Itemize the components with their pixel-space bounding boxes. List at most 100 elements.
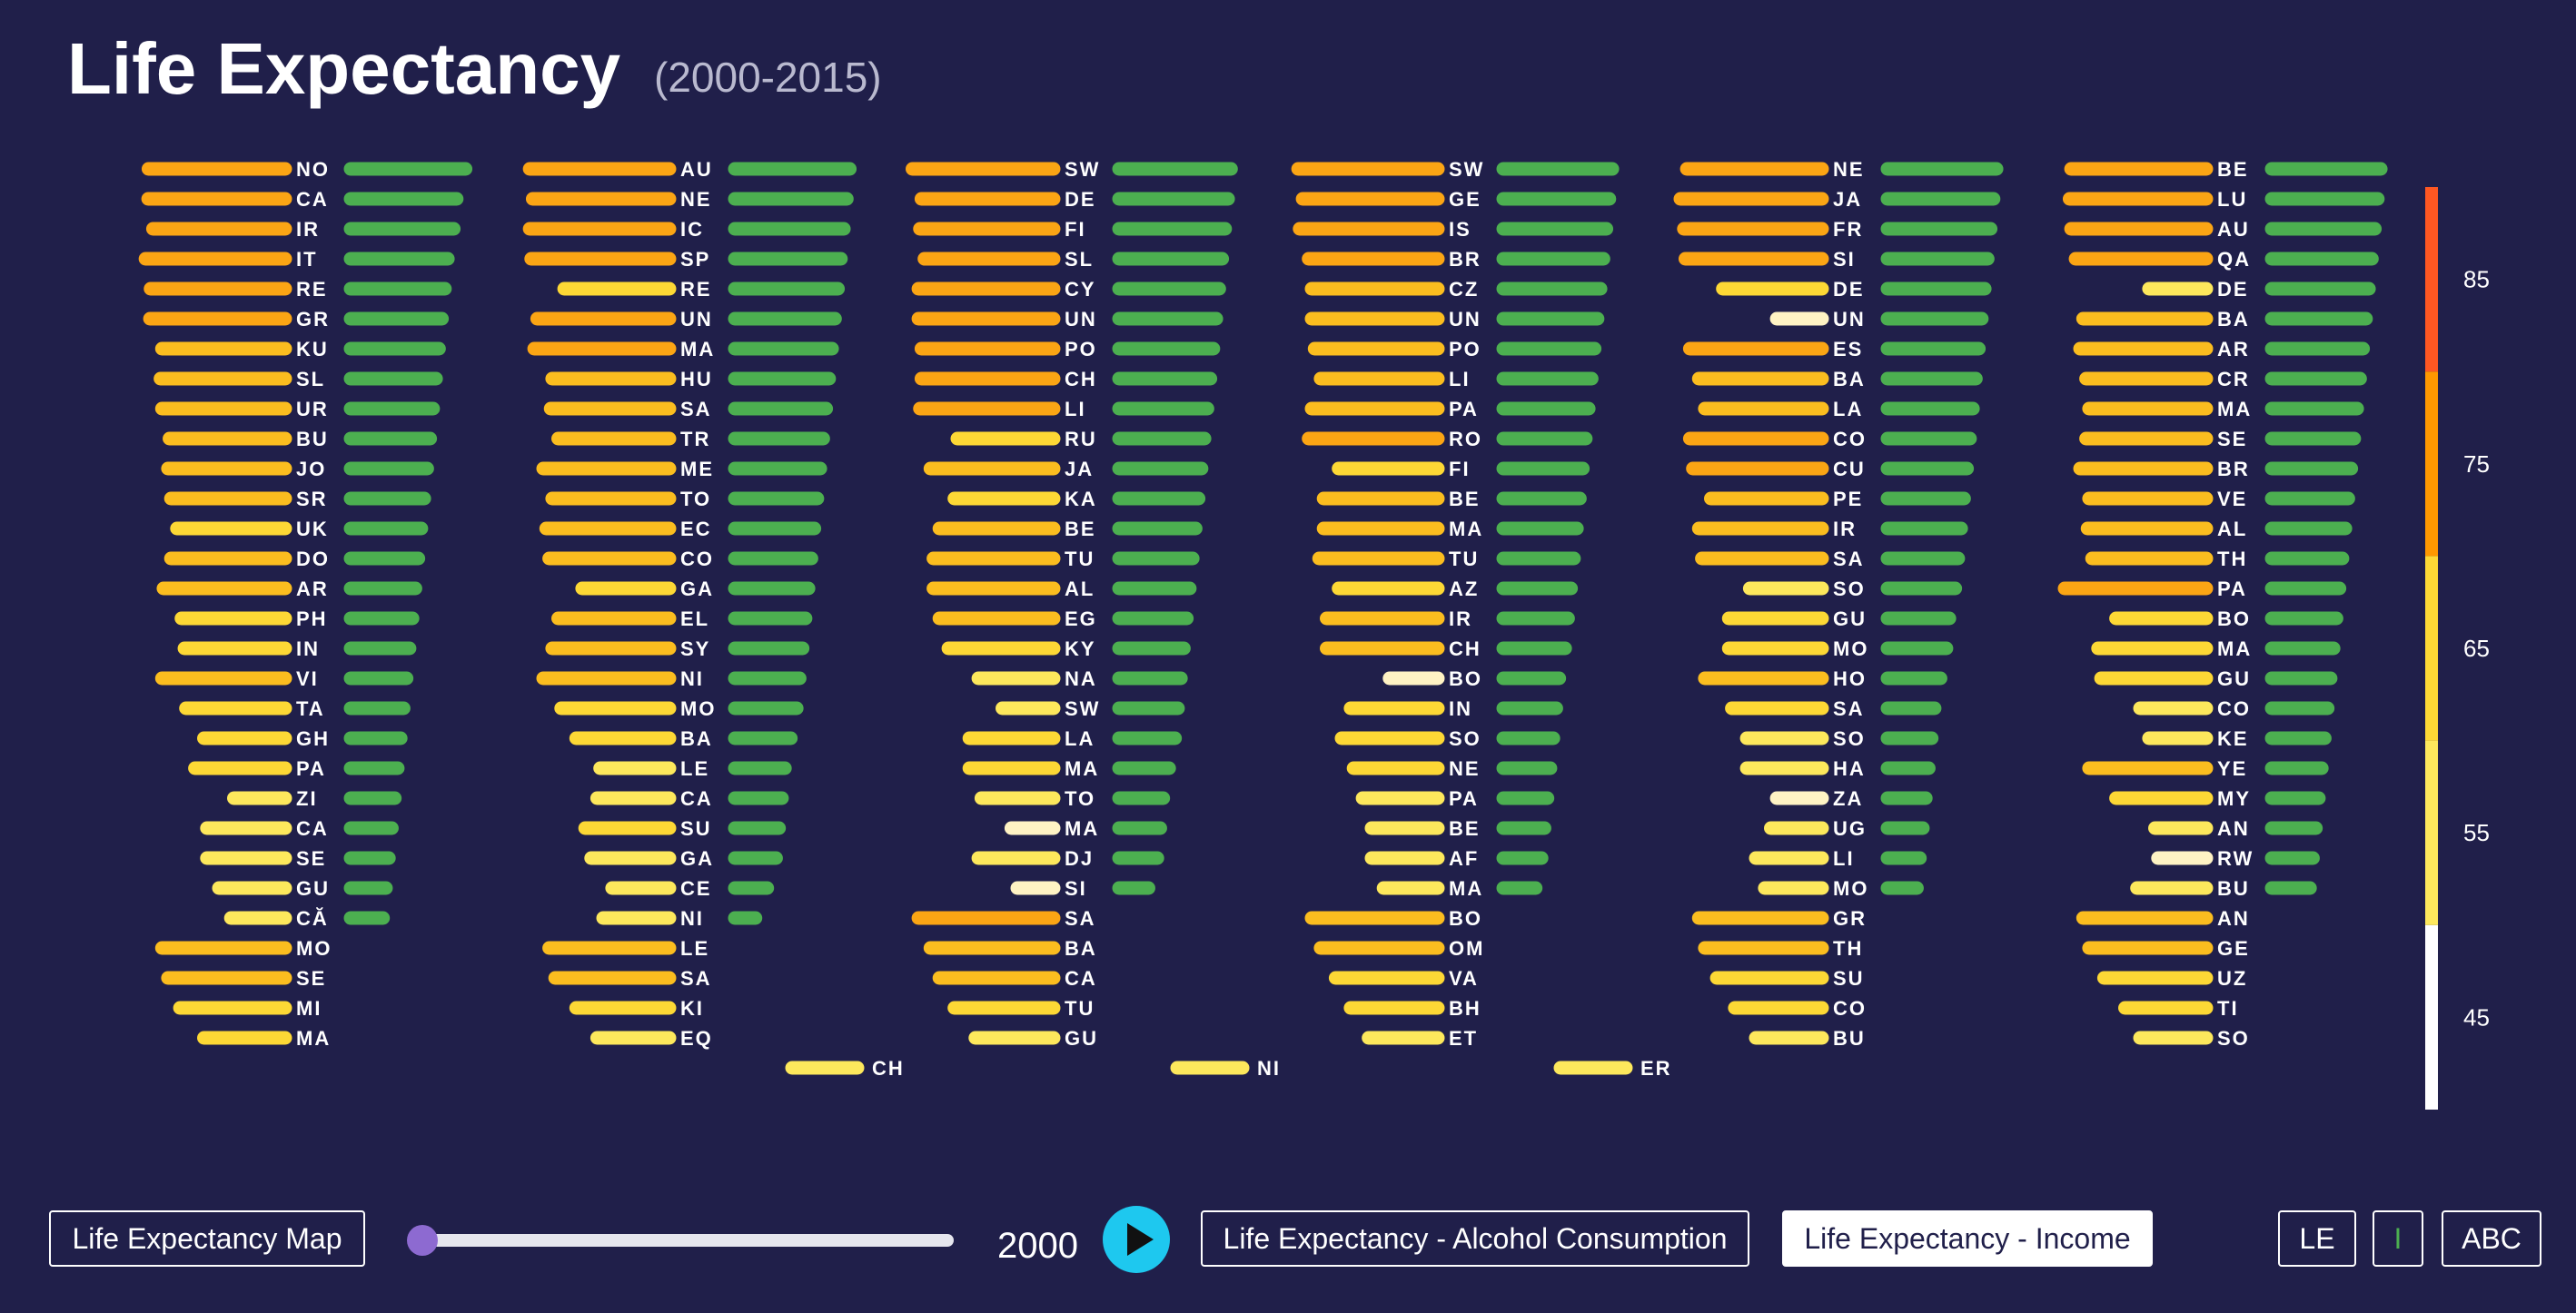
legend-swatch — [2425, 924, 2438, 1110]
country-label: CU — [1833, 458, 1866, 480]
country-label: JA — [1065, 458, 1094, 480]
country-label: CO — [680, 548, 714, 570]
play-button[interactable] — [1103, 1206, 1170, 1273]
country-label: VA — [1449, 967, 1479, 990]
country-label: KA — [1065, 488, 1097, 510]
country-label: NI — [680, 907, 704, 930]
life-expectancy-map-button[interactable]: Life Expectancy Map — [49, 1210, 365, 1267]
country-label: BU — [2217, 877, 2250, 900]
legend-swatch — [2425, 371, 2438, 557]
country-label: CH — [1065, 368, 1097, 390]
country-label: UZ — [2217, 967, 2247, 990]
country-label: SO — [1449, 727, 1481, 750]
country-label: LE — [680, 937, 709, 960]
country-label: PA — [1449, 787, 1479, 810]
country-label: JO — [296, 458, 326, 480]
country-label: GA — [680, 578, 714, 600]
country-label: AU — [2217, 218, 2250, 241]
country-label: CO — [1833, 428, 1867, 450]
country-label: SR — [296, 488, 328, 510]
country-label: KY — [1065, 637, 1096, 660]
country-label: SA — [1065, 907, 1096, 930]
country-label: BA — [2217, 308, 2250, 331]
country-label: MO — [1833, 637, 1868, 660]
country-label: SU — [680, 817, 712, 840]
legend-swatch — [2425, 740, 2438, 925]
country-label: TH — [2217, 548, 2247, 570]
country-label: AL — [1065, 578, 1095, 600]
country-label: MA — [680, 338, 715, 360]
country-label: MO — [296, 937, 332, 960]
play-icon — [1127, 1223, 1154, 1256]
country-label: NE — [1449, 757, 1481, 780]
country-label: ES — [1833, 338, 1863, 360]
country-label: SO — [1833, 727, 1866, 750]
country-label: AR — [2217, 338, 2250, 360]
country-label: LA — [1065, 727, 1095, 750]
country-label: SI — [1065, 877, 1087, 900]
country-label: SW — [1065, 697, 1100, 720]
country-label: CA — [296, 188, 329, 211]
country-label: NI — [1257, 1057, 1281, 1080]
country-label: MA — [1449, 518, 1483, 540]
country-label: AN — [2217, 817, 2250, 840]
country-label: TO — [1065, 787, 1095, 810]
sort-by-life-expectancy-button[interactable]: LE — [2278, 1210, 2356, 1267]
sort-by-income-button[interactable]: I — [2373, 1210, 2423, 1267]
country-label: KE — [2217, 727, 2249, 750]
country-label: MI — [296, 997, 322, 1020]
country-label: FR — [1833, 218, 1863, 241]
country-label: SI — [1833, 248, 1856, 271]
sort-alphabetical-button[interactable]: ABC — [2442, 1210, 2541, 1267]
country-label: BA — [1833, 368, 1866, 390]
country-label: ZA — [1833, 787, 1863, 810]
country-label: TI — [2217, 997, 2239, 1020]
country-label: ME — [680, 458, 714, 480]
year-label: 2000 — [997, 1226, 1078, 1266]
country-label: HA — [1833, 757, 1866, 780]
country-label: IR — [1833, 518, 1857, 540]
country-label: CO — [1833, 997, 1867, 1020]
life-expectancy-chart: NO CA IR IT RE GR KU SL UR BU JO SR UK DO AR PH IN VI TA GH… — [138, 158, 2490, 1110]
country-label: BE — [2217, 158, 2249, 181]
country-label: EQ — [680, 1027, 713, 1050]
country-label: LI — [1065, 398, 1086, 420]
country-label: SY — [680, 637, 710, 660]
country-label: QA — [2217, 248, 2251, 271]
country-label: BU — [296, 428, 329, 450]
country-label: CE — [680, 877, 712, 900]
country-label: GE — [2217, 937, 2250, 960]
life-expectancy-alcohol-button[interactable]: Life Expectancy - Alcohol Consumption — [1201, 1210, 1749, 1267]
country-label: KU — [296, 338, 329, 360]
country-label: SE — [296, 967, 326, 990]
country-label: PH — [296, 607, 328, 630]
country-label: PA — [1449, 398, 1479, 420]
country-label: AR — [296, 578, 329, 600]
country-label: BO — [2217, 607, 2251, 630]
country-label: EL — [680, 607, 709, 630]
country-label: IT — [296, 248, 318, 271]
country-label: DE — [2217, 278, 2249, 301]
country-label: MA — [2217, 637, 2252, 660]
country-label: NE — [1833, 158, 1865, 181]
life-expectancy-income-button[interactable]: Life Expectancy - Income — [1782, 1210, 2153, 1267]
country-label: SO — [2217, 1027, 2250, 1050]
country-label: IR — [296, 218, 320, 241]
country-label: BE — [1449, 817, 1481, 840]
country-label: ZI — [296, 787, 318, 810]
country-label: GA — [680, 847, 714, 870]
country-label: MO — [1833, 877, 1868, 900]
country-label: LA — [1833, 398, 1863, 420]
country-label: IC — [680, 218, 704, 241]
country-label: FI — [1449, 458, 1471, 480]
year-slider-thumb[interactable] — [407, 1225, 438, 1256]
country-label: UG — [1833, 817, 1867, 840]
country-label: BH — [1449, 997, 1481, 1020]
country-label: HO — [1833, 667, 1867, 690]
country-label: SW — [1449, 158, 1484, 181]
year-slider[interactable] — [407, 1225, 954, 1256]
country-label: SE — [296, 847, 326, 870]
country-label: UN — [1449, 308, 1481, 331]
legend-tick-label: 75 — [2463, 450, 2490, 478]
country-label: FI — [1065, 218, 1086, 241]
